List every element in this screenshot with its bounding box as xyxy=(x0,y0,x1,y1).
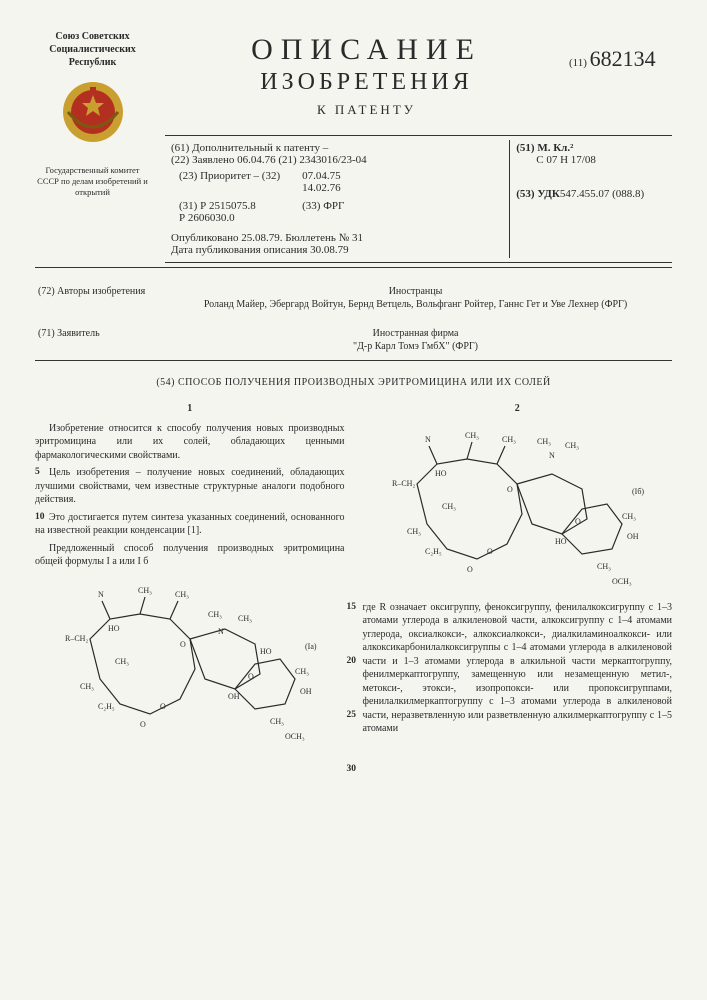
svg-text:HO: HO xyxy=(260,647,272,656)
svg-text:(Iа): (Iа) xyxy=(305,642,317,651)
svg-text:O: O xyxy=(575,517,581,526)
ussr-emblem-icon xyxy=(58,77,128,147)
foreigners-label: Иностранцы xyxy=(162,285,669,298)
svg-text:HO: HO xyxy=(435,469,447,478)
svg-text:OH: OH xyxy=(300,687,312,696)
chemical-structure-1b-icon: R–CH₂ N HO CH₃ CH₃ CH₃ N CH₃ CH₃ CH₃ C₂H… xyxy=(387,426,647,591)
firm-name: "Д-р Карл Томэ ГмбХ" (ФРГ) xyxy=(162,340,669,353)
divider xyxy=(35,360,672,361)
lineno-30: 30 xyxy=(347,763,357,776)
field-51-label: (51) М. Кл.² xyxy=(516,142,573,154)
header: Союз Советских Социалистических Республи… xyxy=(35,30,672,267)
field-72-label: (72) Авторы изобретения xyxy=(37,284,159,312)
svg-text:N: N xyxy=(549,451,555,460)
page: Союз Советских Социалистических Республи… xyxy=(0,0,707,779)
svg-text:C₂H₅: C₂H₅ xyxy=(98,702,115,711)
col1-p2: 5Цель изобретения – получение новых соед… xyxy=(35,466,345,507)
field-53-label: (53) УДК xyxy=(516,188,560,200)
col1-p4: Предложенный способ получения производны… xyxy=(35,542,345,569)
svg-text:N: N xyxy=(98,590,104,599)
lineno-10: 10 xyxy=(21,511,45,524)
field-published: Опубликовано 25.08.79. Бюллетень № 31 xyxy=(171,232,503,244)
field-22: (22) Заявлено 06.04.76 (21) 2343016/23-0… xyxy=(171,154,503,166)
svg-text:CH₃: CH₃ xyxy=(465,431,479,440)
lineno-5: 5 xyxy=(21,466,40,479)
left-column: Союз Советских Социалистических Республи… xyxy=(35,30,150,198)
svg-text:OCH₃: OCH₃ xyxy=(285,732,305,741)
svg-text:N: N xyxy=(425,435,431,444)
svg-text:CH₃: CH₃ xyxy=(407,527,421,536)
svg-text:CH₃: CH₃ xyxy=(565,441,579,450)
authors-block: (72) Авторы изобретения Иностранцы Ролан… xyxy=(35,282,672,356)
svg-text:OH: OH xyxy=(228,692,240,701)
title-opisanie: ОПИСАНИЕ xyxy=(168,33,565,67)
col1-p1: Изобретение относится к способу получени… xyxy=(35,422,345,463)
svg-text:O: O xyxy=(507,485,513,494)
field-53-val: 547.455.07 (088.8) xyxy=(560,188,644,200)
lineno-20: 20 xyxy=(347,655,357,668)
svg-text:O: O xyxy=(248,672,254,681)
svg-text:CH₃: CH₃ xyxy=(597,562,611,571)
col1-p3: 10Это достигается путем синтеза указанны… xyxy=(35,511,345,538)
col1-number: 1 xyxy=(35,402,345,416)
invention-title: (54) СПОСОБ ПОЛУЧЕНИЯ ПРОИЗВОДНЫХ ЭРИТРО… xyxy=(35,377,672,388)
committee-label: Государственный комитет СССР по делам из… xyxy=(35,165,150,198)
svg-text:OCH₃: OCH₃ xyxy=(612,577,632,586)
svg-text:CH₃: CH₃ xyxy=(208,610,222,619)
divider xyxy=(35,267,672,268)
pub-number: 682134 xyxy=(590,46,656,71)
title-k-patentu: К ПАТЕНТУ xyxy=(168,102,565,118)
field-31-label: (31) xyxy=(179,200,197,212)
field-23-dates: 07.04.75 14.02.76 xyxy=(288,168,350,196)
field-23: (23) Приоритет – (32) xyxy=(173,168,286,196)
svg-text:R–CH₂: R–CH₂ xyxy=(392,479,415,488)
firm-label: Иностранная фирма xyxy=(162,327,669,340)
lineno-15: 15 xyxy=(347,601,357,614)
pub-num-label: (11) xyxy=(569,57,587,69)
biblio-table: (61) Дополнительный к патенту – (22) Зая… xyxy=(165,140,672,258)
field-71-label: (71) Заявитель xyxy=(37,326,159,354)
svg-text:N: N xyxy=(218,627,224,636)
union-label: Союз Советских Социалистических Республи… xyxy=(35,30,150,69)
svg-text:CH₃: CH₃ xyxy=(537,437,551,446)
col2-number: 2 xyxy=(363,402,673,416)
svg-text:CH₃: CH₃ xyxy=(442,502,456,511)
divider xyxy=(165,262,672,263)
field-51-val: C 07 H 17/08 xyxy=(516,154,666,166)
col2-body: 15 20 25 30 где R означает оксигруппу, ф… xyxy=(363,601,673,736)
svg-text:R–CH₂: R–CH₂ xyxy=(65,634,88,643)
svg-text:O: O xyxy=(140,720,146,729)
svg-text:CH₃: CH₃ xyxy=(175,590,189,599)
svg-text:CH₃: CH₃ xyxy=(502,435,516,444)
svg-text:CH₃: CH₃ xyxy=(115,657,129,666)
svg-text:O: O xyxy=(487,547,493,556)
column-2: 2 R–CH₂ N HO CH₃ CH₃ CH₃ N xyxy=(363,402,673,759)
svg-text:OH: OH xyxy=(627,532,639,541)
svg-text:O: O xyxy=(180,640,186,649)
column-1: 1 Изобретение относится к способу получе… xyxy=(35,402,345,759)
chemical-structure-1a-icon: R–CH₂ N HO CH₃ CH₃ CH₃ N CH₃ CH₃ CH₃ C₂H… xyxy=(60,579,320,749)
field-pub-date: Дата публикования описания 30.08.79 xyxy=(171,244,503,256)
svg-text:CH₃: CH₃ xyxy=(80,682,94,691)
svg-text:C₂H₅: C₂H₅ xyxy=(425,547,442,556)
svg-text:HO: HO xyxy=(555,537,567,546)
center-column: ОПИСАНИЕ ИЗОБРЕТЕНИЯ К ПАТЕНТУ (11) 6821… xyxy=(165,30,672,267)
body-columns: 1 Изобретение относится к способу получе… xyxy=(35,402,672,759)
col2-p1: где R означает оксигруппу, феноксигруппу… xyxy=(363,602,673,735)
svg-text:(Iб): (Iб) xyxy=(632,487,644,496)
svg-text:O: O xyxy=(467,565,473,574)
svg-text:CH₃: CH₃ xyxy=(622,512,636,521)
field-61: (61) Дополнительный к патенту – xyxy=(171,142,503,154)
lineno-25: 25 xyxy=(347,709,357,722)
svg-text:O: O xyxy=(160,702,166,711)
title-izobreteniya: ИЗОБРЕТЕНИЯ xyxy=(168,69,565,96)
svg-text:HO: HO xyxy=(108,624,120,633)
svg-text:CH₃: CH₃ xyxy=(295,667,309,676)
author-names: Роланд Майер, Эбергард Войтун, Бернд Вет… xyxy=(162,298,669,311)
svg-text:CH₃: CH₃ xyxy=(138,586,152,595)
divider xyxy=(165,135,672,136)
field-33: (33) ФРГ xyxy=(288,198,350,226)
svg-text:CH₃: CH₃ xyxy=(270,717,284,726)
svg-text:CH₃: CH₃ xyxy=(238,614,252,623)
